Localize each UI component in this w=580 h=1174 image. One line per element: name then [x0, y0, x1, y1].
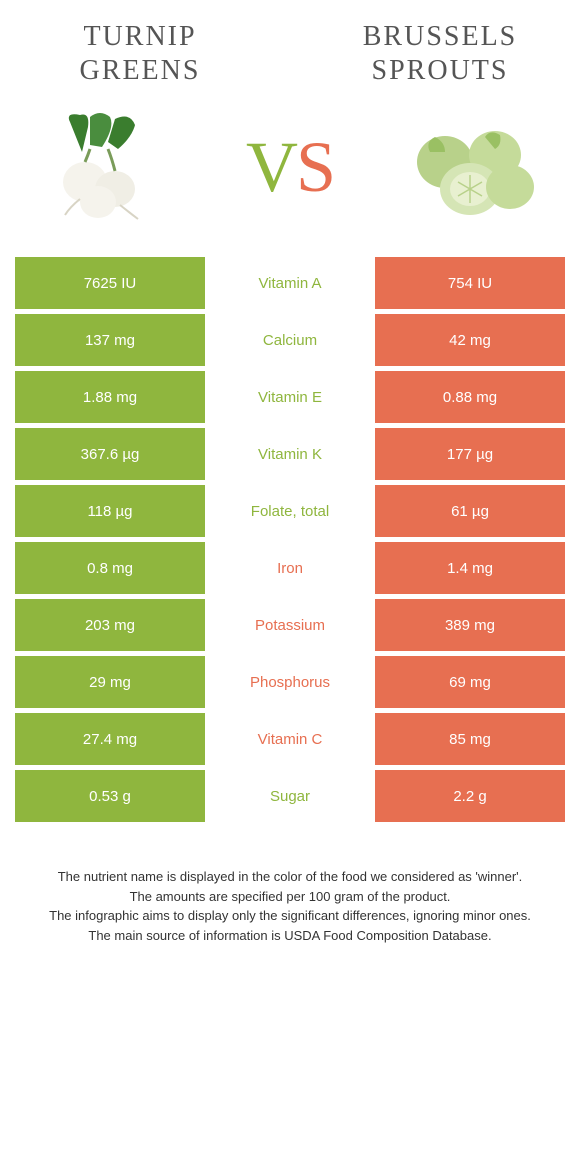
vs-s: S — [296, 126, 334, 209]
right-value: 2.2 g — [375, 770, 565, 822]
left-value: 1.88 mg — [15, 371, 205, 423]
right-value: 69 mg — [375, 656, 565, 708]
nutrient-label: Vitamin E — [205, 371, 375, 423]
comparison-table: 7625 IUVitamin A754 IU137 mgCalcium42 mg… — [0, 257, 580, 822]
table-row: 1.88 mgVitamin E0.88 mg — [15, 371, 565, 423]
nutrient-label: Phosphorus — [205, 656, 375, 708]
vs-label: VS — [246, 126, 334, 209]
left-value: 118 µg — [15, 485, 205, 537]
right-value: 61 µg — [375, 485, 565, 537]
table-row: 27.4 mgVitamin C85 mg — [15, 713, 565, 765]
table-row: 29 mgPhosphorus69 mg — [15, 656, 565, 708]
table-row: 0.8 mgIron1.4 mg — [15, 542, 565, 594]
left-value: 0.8 mg — [15, 542, 205, 594]
table-row: 203 mgPotassium389 mg — [15, 599, 565, 651]
nutrient-label: Iron — [205, 542, 375, 594]
header: Turnip greens Brussels sprouts — [0, 0, 580, 97]
nutrient-label: Potassium — [205, 599, 375, 651]
footnote-line: The infographic aims to display only the… — [30, 906, 550, 926]
vs-row: VS — [0, 97, 580, 257]
right-value: 1.4 mg — [375, 542, 565, 594]
right-value: 177 µg — [375, 428, 565, 480]
right-food-image — [400, 107, 550, 227]
footnote-line: The main source of information is USDA F… — [30, 926, 550, 946]
left-value: 0.53 g — [15, 770, 205, 822]
footnote-line: The amounts are specified per 100 gram o… — [30, 887, 550, 907]
right-value: 754 IU — [375, 257, 565, 309]
nutrient-label: Vitamin K — [205, 428, 375, 480]
left-value: 27.4 mg — [15, 713, 205, 765]
footnotes: The nutrient name is displayed in the co… — [0, 827, 580, 975]
left-value: 7625 IU — [15, 257, 205, 309]
left-value: 29 mg — [15, 656, 205, 708]
right-value: 389 mg — [375, 599, 565, 651]
nutrient-label: Vitamin A — [205, 257, 375, 309]
right-value: 42 mg — [375, 314, 565, 366]
left-food-image — [30, 107, 180, 227]
nutrient-label: Vitamin C — [205, 713, 375, 765]
table-row: 0.53 gSugar2.2 g — [15, 770, 565, 822]
left-food-title: Turnip greens — [40, 20, 240, 87]
right-value: 0.88 mg — [375, 371, 565, 423]
nutrient-label: Calcium — [205, 314, 375, 366]
nutrient-label: Sugar — [205, 770, 375, 822]
footnote-line: The nutrient name is displayed in the co… — [30, 867, 550, 887]
right-value: 85 mg — [375, 713, 565, 765]
table-row: 118 µgFolate, total61 µg — [15, 485, 565, 537]
left-value: 137 mg — [15, 314, 205, 366]
left-value: 367.6 µg — [15, 428, 205, 480]
vs-v: V — [246, 126, 296, 209]
nutrient-label: Folate, total — [205, 485, 375, 537]
table-row: 367.6 µgVitamin K177 µg — [15, 428, 565, 480]
right-food-title: Brussels sprouts — [340, 20, 540, 87]
table-row: 7625 IUVitamin A754 IU — [15, 257, 565, 309]
table-row: 137 mgCalcium42 mg — [15, 314, 565, 366]
left-value: 203 mg — [15, 599, 205, 651]
